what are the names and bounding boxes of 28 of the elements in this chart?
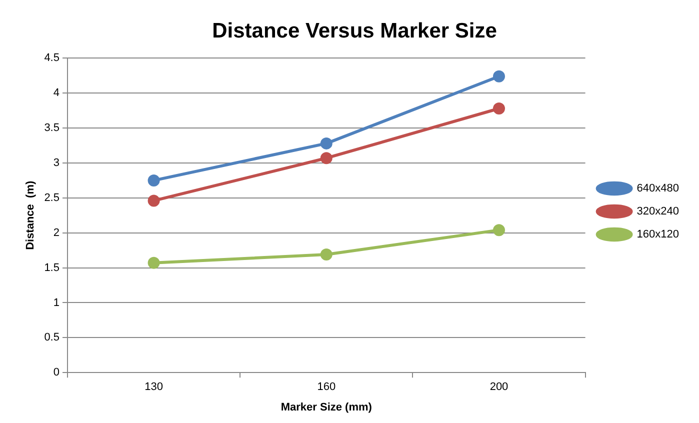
point bbox=[492, 70, 505, 82]
y-tick-label: 1.5 bbox=[44, 262, 60, 274]
y-tick-label: 3 bbox=[53, 157, 60, 170]
y-tick-label: 0.5 bbox=[44, 332, 60, 344]
x-tick-label: 130 bbox=[144, 381, 163, 394]
x-tick-label: 200 bbox=[490, 381, 508, 394]
y-tick-label: 3.5 bbox=[44, 122, 60, 134]
x-axis-title: Marker Size (mm) bbox=[280, 401, 372, 414]
point bbox=[320, 152, 332, 164]
point bbox=[320, 137, 332, 150]
legend-label: 320x240 bbox=[636, 206, 680, 218]
point bbox=[148, 256, 160, 269]
y-tick-label: 4.5 bbox=[44, 52, 60, 64]
point bbox=[148, 174, 160, 186]
chart-title: Distance Versus Marker Size bbox=[212, 19, 497, 42]
y-tick-label: 4 bbox=[53, 87, 60, 100]
point bbox=[492, 224, 505, 236]
y-axis-title: Distance (m) bbox=[24, 180, 37, 250]
y-tick-label: 1 bbox=[53, 296, 60, 309]
x-tick-label: 160 bbox=[317, 381, 336, 394]
y-tick-label: 2 bbox=[53, 226, 60, 239]
legend-label: 640x480 bbox=[636, 182, 680, 195]
legend-label: 160x120 bbox=[636, 228, 680, 241]
y-tick-label: 2.5 bbox=[44, 192, 60, 204]
point bbox=[320, 248, 332, 261]
point bbox=[492, 102, 505, 115]
point bbox=[148, 194, 160, 207]
y-tick-label: 0 bbox=[53, 366, 60, 379]
